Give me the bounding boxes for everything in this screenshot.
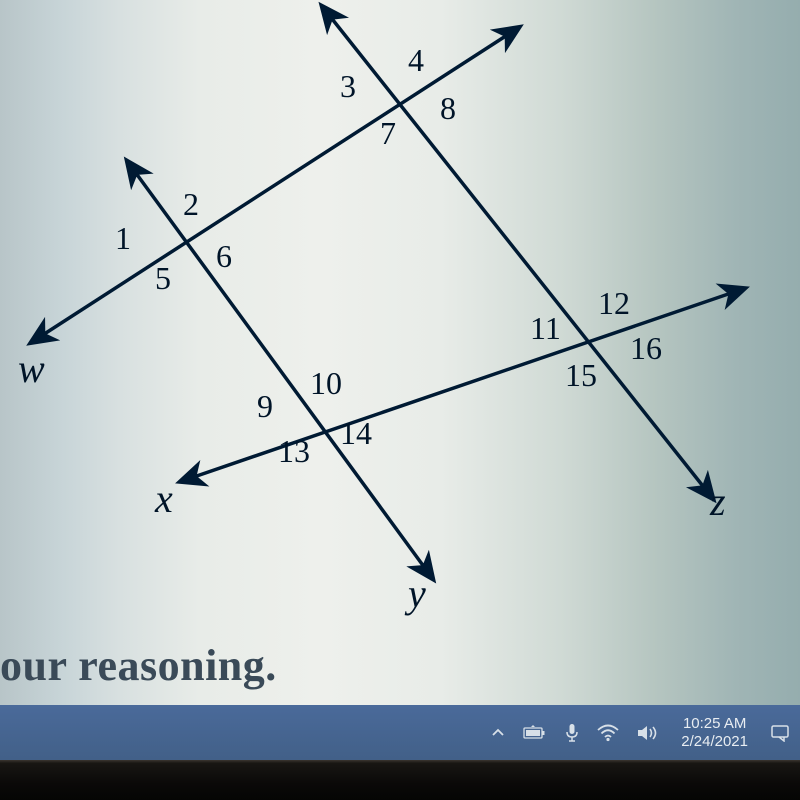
geometry-diagram: 1 2 3 4 5 6 7 8 9 10 11 12 13 14 15 16 w…: [0, 0, 800, 650]
angle-15: 15: [565, 357, 597, 394]
diagram-svg: [0, 0, 800, 650]
line-x: [185, 290, 740, 480]
angle-12: 12: [598, 285, 630, 322]
angle-10: 10: [310, 365, 342, 402]
angle-7: 7: [380, 115, 396, 152]
angle-2: 2: [183, 186, 199, 223]
angle-13: 13: [278, 433, 310, 470]
angle-16: 16: [630, 330, 662, 367]
angle-8: 8: [440, 90, 456, 127]
line-label-z: z: [710, 478, 726, 525]
angle-14: 14: [340, 415, 372, 452]
angle-4: 4: [408, 42, 424, 79]
clock-time: 10:25 AM: [681, 715, 748, 732]
line-label-x: x: [155, 475, 173, 522]
microphone-icon[interactable]: [565, 723, 579, 743]
line-label-y: y: [408, 570, 426, 617]
line-z: [325, 10, 710, 495]
line-w: [35, 30, 515, 340]
angle-5: 5: [155, 260, 171, 297]
battery-icon[interactable]: [523, 725, 547, 741]
windows-taskbar[interactable]: 10:25 AM 2/24/2021: [0, 705, 800, 760]
line-y: [130, 165, 430, 575]
line-label-w: w: [18, 345, 45, 392]
angle-3: 3: [340, 68, 356, 105]
angle-6: 6: [216, 238, 232, 275]
angle-1: 1: [115, 220, 131, 257]
angle-9: 9: [257, 388, 273, 425]
angle-11: 11: [530, 310, 561, 347]
page-text-fragment: our reasoning.: [0, 640, 277, 691]
wifi-icon[interactable]: [597, 724, 619, 742]
monitor-bezel: [0, 760, 800, 800]
chevron-up-icon[interactable]: [491, 726, 505, 740]
clock-date: 2/24/2021: [681, 733, 748, 750]
notifications-icon[interactable]: [770, 724, 790, 742]
taskbar-clock[interactable]: 10:25 AM 2/24/2021: [677, 715, 752, 750]
speaker-icon[interactable]: [637, 724, 659, 742]
